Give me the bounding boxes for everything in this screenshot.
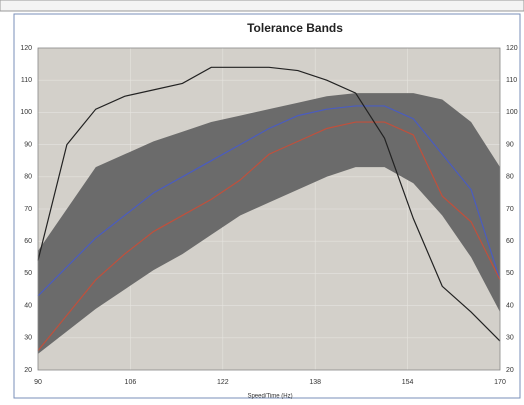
y2-tick-label: 40: [506, 302, 514, 309]
x-tick-label: 106: [125, 379, 137, 386]
x-tick-label: 170: [494, 379, 506, 386]
y2-tick-label: 80: [506, 174, 514, 181]
y-tick-label: 90: [24, 141, 32, 148]
y-tick-label: 120: [20, 45, 32, 52]
x-tick-label: 90: [34, 379, 42, 386]
header-strip: [0, 0, 524, 12]
plot-border: [37, 47, 501, 371]
series-line: [37, 121, 501, 352]
x-tick-label: 138: [309, 379, 321, 386]
y-tick-label: 50: [24, 270, 32, 277]
y-tick-label: 30: [24, 335, 32, 342]
y2-tick-label: 20: [506, 367, 514, 374]
y-tick-label: 100: [20, 109, 32, 116]
y-tick-label: 80: [24, 174, 32, 181]
y2-tick-label: 30: [506, 335, 514, 342]
chart-title: Tolerance Bands: [247, 21, 343, 35]
y-tick-label: 60: [24, 238, 32, 245]
y2-tick-label: 120: [506, 45, 518, 52]
y-tick-label: 110: [21, 77, 32, 84]
x-tick-label: 122: [217, 379, 229, 386]
x-tick-label: 154: [402, 379, 414, 386]
y-tick-label: 70: [24, 206, 32, 213]
y2-tick-label: 70: [506, 206, 514, 213]
series-line: [37, 105, 501, 297]
y2-tick-label: 50: [506, 270, 514, 277]
tolerance-band: [38, 93, 500, 354]
y2-tick-label: 100: [506, 109, 518, 116]
y2-tick-label: 90: [506, 141, 514, 148]
y2-tick-label: 110: [506, 77, 517, 84]
y-tick-label: 20: [24, 367, 32, 374]
x-axis-label: Speed/Time (Hz): [247, 394, 292, 400]
series-line: [37, 66, 501, 342]
y-tick-label: 40: [24, 302, 32, 309]
y2-tick-label: 60: [506, 238, 514, 245]
